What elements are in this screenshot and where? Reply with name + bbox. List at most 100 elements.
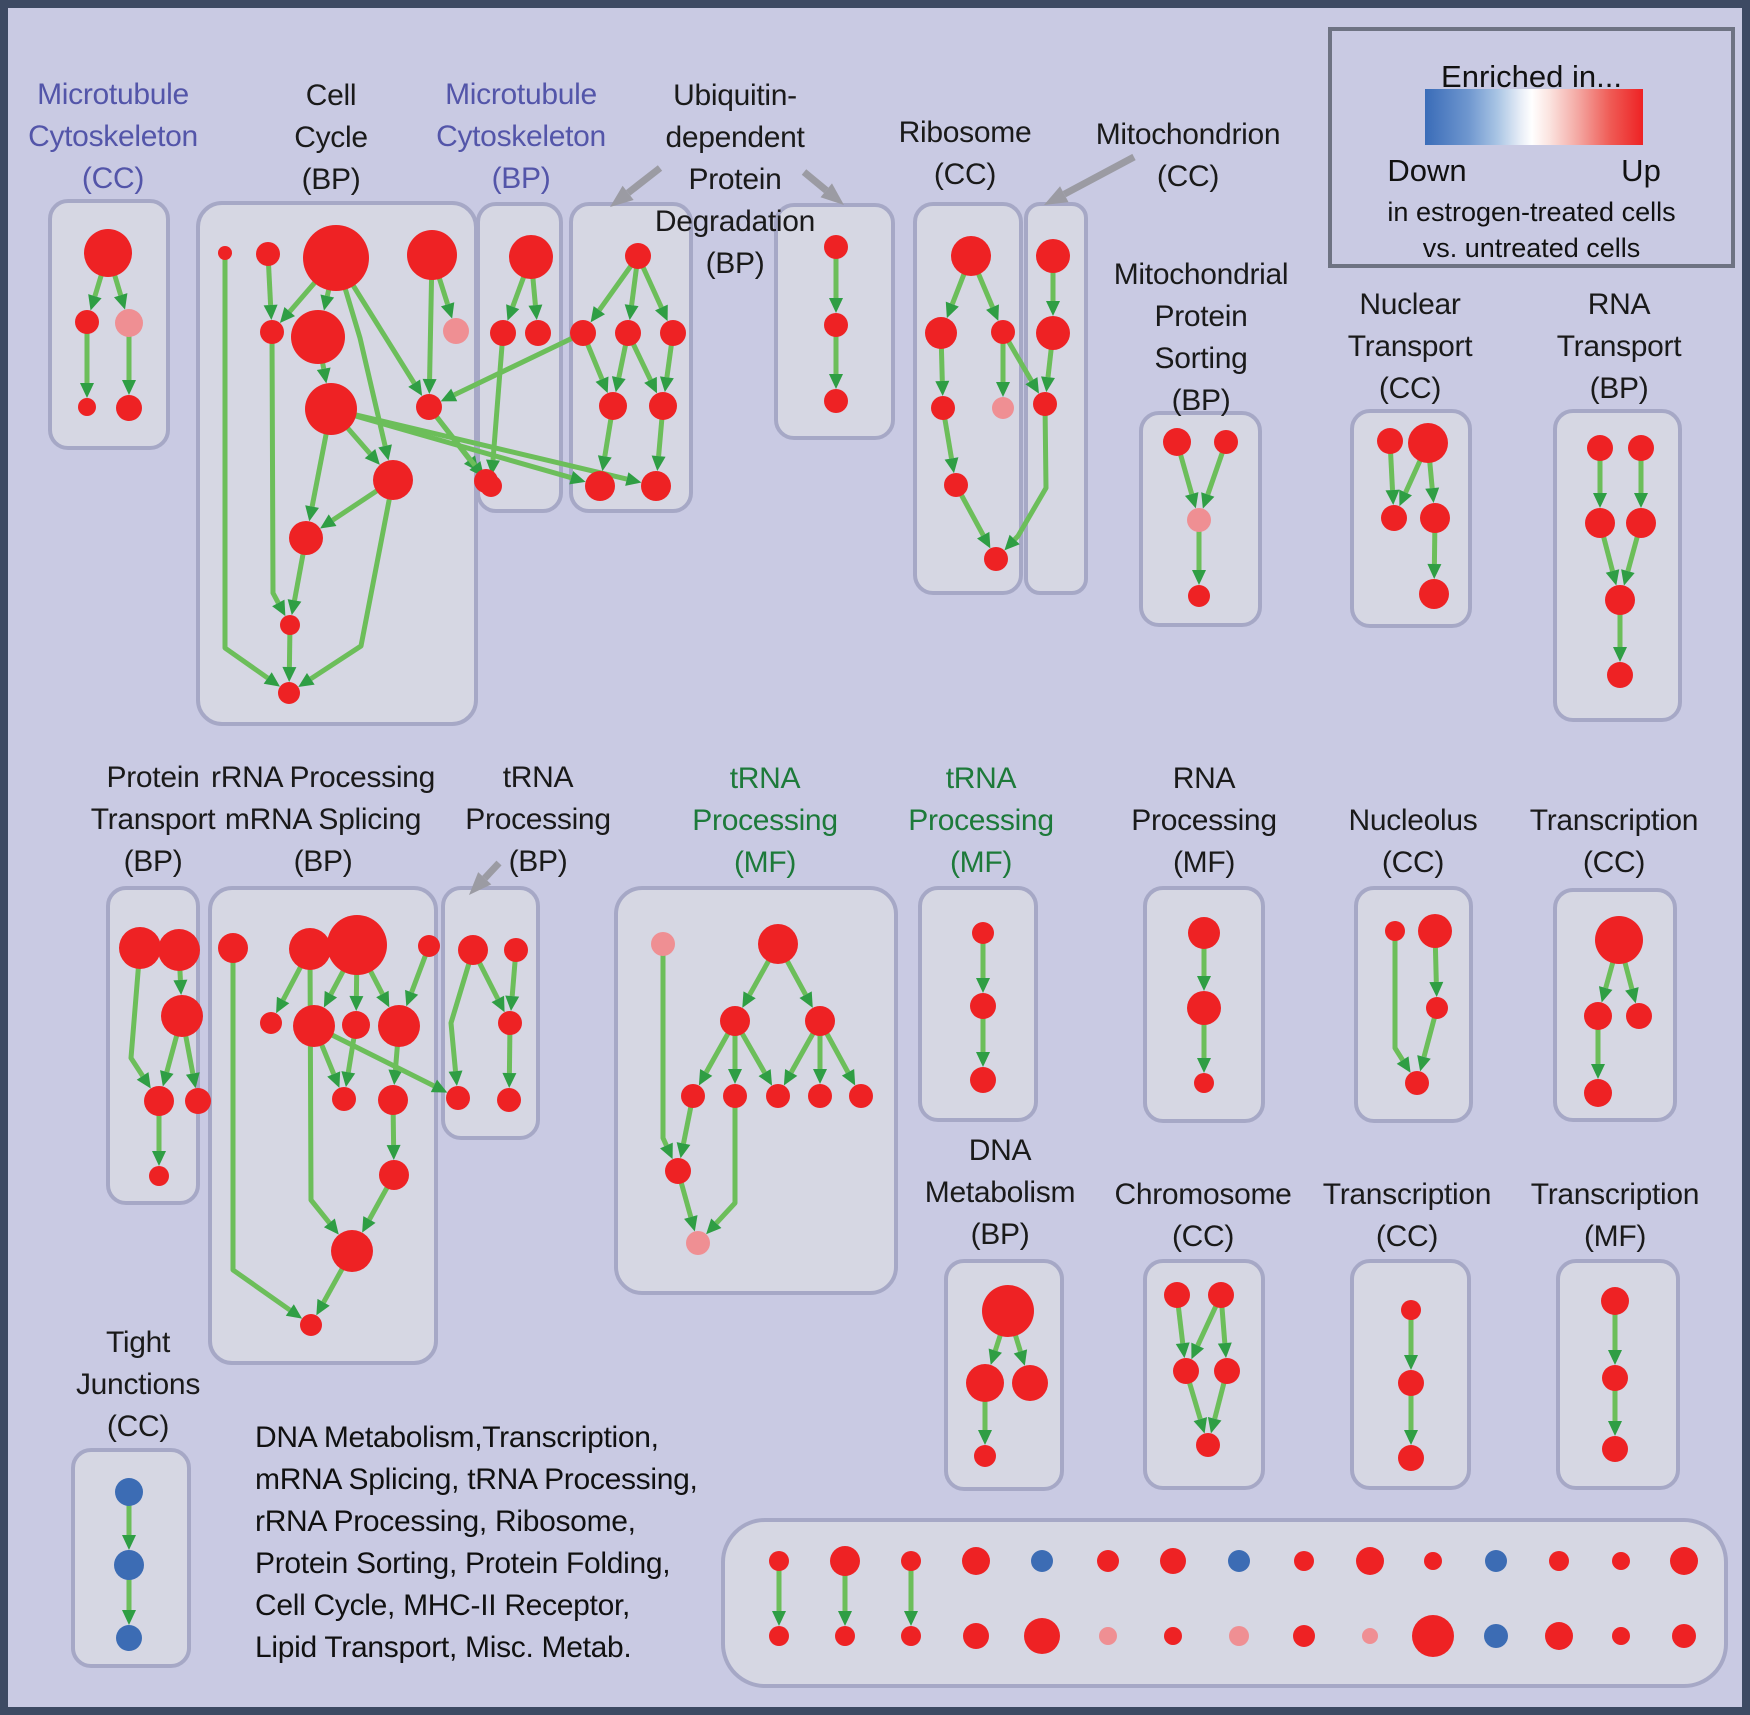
- go-term-node: [115, 309, 143, 337]
- relation-edge: [448, 949, 476, 1087]
- go-term-node: [974, 1445, 996, 1467]
- go-term-node: [443, 318, 469, 344]
- legend-gradient-bar: [1425, 89, 1643, 145]
- go-term-node: [149, 1166, 169, 1186]
- go-term-node: [570, 320, 596, 346]
- go-term-node: [1196, 1433, 1220, 1457]
- go-term-node: [1485, 1550, 1507, 1572]
- go-term-node: [808, 1084, 832, 1108]
- note-line: Lipid Transport, Misc. Metab.: [255, 1631, 632, 1664]
- go-term-node: [599, 392, 627, 420]
- go-term-node: [835, 1626, 855, 1646]
- go-term-node: [1012, 1365, 1048, 1401]
- go-term-node: [1385, 921, 1405, 941]
- go-term-node: [218, 246, 232, 260]
- go-term-node: [293, 1005, 335, 1047]
- legend-title: Enriched in...: [1441, 59, 1622, 94]
- go-enrichment-network-diagram: [48, 153, 1728, 1688]
- go-term-node: [766, 1084, 790, 1108]
- go-term-node: [509, 235, 553, 279]
- go-term-node: [1398, 1445, 1424, 1471]
- go-term-node: [962, 1547, 990, 1575]
- go-term-node: [1214, 1358, 1240, 1384]
- go-term-node: [615, 320, 641, 346]
- go-term-node: [944, 473, 968, 497]
- go-term-node: [901, 1626, 921, 1646]
- go-term-node: [84, 229, 132, 277]
- go-term-node: [1405, 1071, 1429, 1095]
- go-term-node: [1036, 316, 1070, 350]
- cluster-box-microtubule-cytoskeleton-cc: [48, 199, 170, 450]
- go-term-node: [418, 935, 440, 957]
- note-line: Protein Sorting, Protein Folding,: [255, 1547, 671, 1580]
- trna-bp-pointer-arrow-icon: [469, 860, 502, 895]
- go-term-node: [498, 1011, 522, 1035]
- go-term-node: [116, 1625, 142, 1651]
- go-term-node: [931, 396, 955, 420]
- go-term-node: [342, 1011, 370, 1039]
- go-term-node: [1164, 1282, 1190, 1308]
- ubiquitin-left-pointer-arrow-icon: [610, 165, 663, 207]
- cluster-box-chromosome-cc: [1143, 1259, 1265, 1490]
- note-line: Cell Cycle, MHC-II Receptor,: [255, 1589, 631, 1622]
- go-term-node: [1595, 916, 1643, 964]
- go-term-node: [504, 938, 528, 962]
- relation-edge: [312, 1023, 448, 1093]
- go-term-node: [758, 924, 798, 964]
- color-legend: Enriched in... Down Up in estrogen-treat…: [1328, 27, 1735, 268]
- go-term-node: [158, 929, 200, 971]
- go-term-node: [824, 235, 848, 259]
- go-term-node: [407, 230, 457, 280]
- cluster-box-rna-transport-bp: [1553, 409, 1682, 722]
- go-term-node: [332, 1087, 356, 1111]
- go-term-node: [78, 398, 96, 416]
- go-term-node: [1672, 1624, 1696, 1648]
- go-term-node: [1584, 1002, 1612, 1030]
- relation-edge: [298, 479, 396, 688]
- go-term-node: [378, 1005, 420, 1047]
- go-term-node: [641, 471, 671, 501]
- go-term-node: [1419, 579, 1449, 609]
- go-term-node: [970, 1067, 996, 1093]
- go-term-node: [1484, 1624, 1508, 1648]
- go-term-node: [1036, 239, 1070, 273]
- relation-edge: [269, 331, 286, 617]
- relation-edge: [440, 330, 585, 402]
- cluster-box-shared-terms-strip: [721, 1518, 1728, 1688]
- go-term-node: [1187, 991, 1221, 1025]
- go-term-node: [525, 320, 551, 346]
- go-term-node: [1626, 1003, 1652, 1029]
- relation-edge: [1392, 931, 1411, 1073]
- go-term-node: [651, 932, 675, 956]
- go-term-node: [373, 460, 413, 500]
- go-term-node: [824, 389, 848, 413]
- go-term-node: [331, 1230, 373, 1272]
- go-term-node: [114, 1550, 144, 1580]
- relation-edge: [128, 947, 151, 1089]
- relation-edge: [222, 253, 280, 687]
- go-term-node: [1024, 1618, 1060, 1654]
- go-term-node: [260, 320, 284, 344]
- go-term-node: [1612, 1627, 1630, 1645]
- go-term-node: [1187, 508, 1211, 532]
- go-term-node: [1401, 1300, 1421, 1320]
- cluster-box-microtubule-cytoskeleton-bp: [476, 202, 563, 513]
- go-term-node: [1099, 1627, 1117, 1645]
- go-term-node: [1418, 914, 1452, 948]
- go-term-node: [963, 1623, 989, 1649]
- go-term-node: [289, 928, 331, 970]
- go-term-node: [446, 1086, 470, 1110]
- go-term-node: [720, 1006, 750, 1036]
- go-term-node: [1585, 508, 1615, 538]
- go-term-node: [1412, 1615, 1454, 1657]
- go-term-node: [972, 922, 994, 944]
- go-term-node: [75, 310, 99, 334]
- go-term-node: [1160, 1548, 1186, 1574]
- go-term-node: [585, 471, 615, 501]
- go-term-node: [1031, 1550, 1053, 1572]
- go-term-node: [723, 1084, 747, 1108]
- go-term-node: [625, 243, 651, 269]
- go-term-node: [1670, 1547, 1698, 1575]
- go-term-node: [901, 1551, 921, 1571]
- go-term-node: [497, 1088, 521, 1112]
